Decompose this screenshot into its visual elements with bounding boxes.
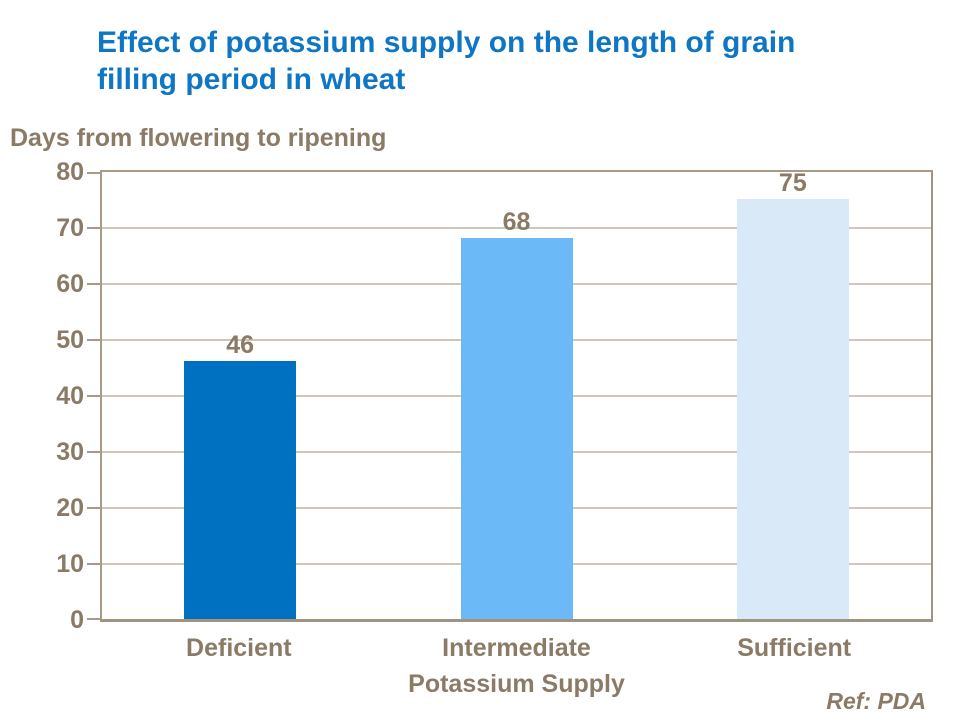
bar-value-label-deficient: 46 xyxy=(226,331,255,360)
y-tick-label-60: 60 xyxy=(56,270,84,298)
bar-deficient xyxy=(184,361,297,619)
y-tick-label-0: 0 xyxy=(70,606,84,634)
y-tick-60 xyxy=(87,283,100,285)
category-label-intermediate: Intermediate xyxy=(442,634,591,662)
bar-sufficient xyxy=(736,199,849,619)
y-tick-40 xyxy=(87,395,100,397)
y-tick-20 xyxy=(87,507,100,509)
y-tick-label-80: 80 xyxy=(56,158,84,186)
y-tick-label-50: 50 xyxy=(56,326,84,354)
y-tick-30 xyxy=(87,451,100,453)
gridline-70 xyxy=(102,227,931,229)
x-axis-category-labels: Deficient Intermediate Sufficient xyxy=(100,634,933,663)
reference-note: Ref: PDA xyxy=(826,688,926,714)
category-label-deficient: Deficient xyxy=(186,634,292,662)
y-tick-label-40: 40 xyxy=(56,382,84,410)
y-tick-label-10: 10 xyxy=(56,550,84,578)
bar-value-label-intermediate: 68 xyxy=(502,208,531,237)
y-tick-label-70: 70 xyxy=(56,214,84,242)
y-tick-70 xyxy=(87,227,100,229)
bar-intermediate xyxy=(460,238,573,619)
y-tick-10 xyxy=(87,563,100,565)
bar-value-label-sufficient: 75 xyxy=(778,169,807,197)
category-label-sufficient: Sufficient xyxy=(737,634,852,662)
plot-area: 46 68 75 xyxy=(87,169,933,622)
y-axis-title: Days from flowering to ripening xyxy=(10,124,387,152)
chart-title: Effect of potassium supply on the length… xyxy=(97,26,796,96)
y-tick-80 xyxy=(87,172,100,174)
y-tick-label-30: 30 xyxy=(56,438,84,466)
y-tick-label-20: 20 xyxy=(56,494,84,522)
y-tick-0 xyxy=(87,618,100,620)
x-axis-title: Potassium Supply xyxy=(408,670,625,698)
y-tick-50 xyxy=(87,339,100,341)
